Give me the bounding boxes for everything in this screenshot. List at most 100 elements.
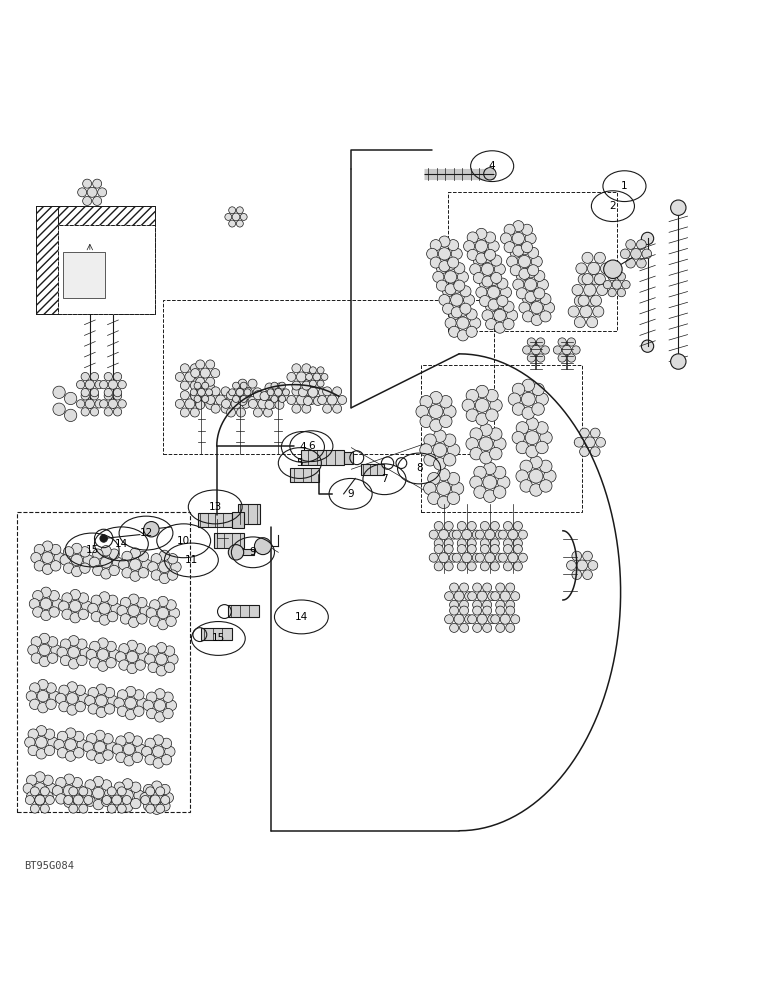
Bar (239, 549, 254, 555)
Circle shape (109, 549, 120, 559)
Circle shape (506, 310, 518, 321)
Circle shape (25, 737, 35, 747)
Circle shape (41, 587, 51, 597)
Circle shape (525, 233, 536, 244)
Circle shape (601, 263, 611, 274)
Circle shape (540, 480, 552, 492)
Circle shape (138, 568, 148, 578)
Circle shape (576, 263, 587, 274)
Circle shape (626, 258, 635, 268)
Circle shape (594, 274, 605, 285)
Circle shape (578, 274, 589, 285)
Circle shape (279, 382, 286, 389)
Circle shape (32, 607, 43, 617)
Circle shape (445, 259, 456, 270)
Circle shape (39, 656, 49, 667)
Circle shape (292, 364, 301, 373)
Circle shape (317, 367, 324, 374)
Circle shape (128, 605, 140, 617)
Circle shape (439, 261, 450, 272)
Circle shape (88, 704, 98, 714)
Circle shape (236, 408, 245, 417)
Circle shape (494, 298, 506, 309)
Circle shape (159, 550, 170, 561)
Circle shape (516, 270, 527, 281)
Circle shape (147, 562, 158, 572)
Circle shape (519, 244, 530, 255)
Circle shape (433, 271, 444, 282)
Circle shape (151, 804, 162, 814)
Circle shape (580, 305, 592, 318)
Circle shape (140, 792, 151, 803)
Circle shape (99, 603, 110, 614)
Circle shape (32, 590, 43, 601)
Circle shape (160, 801, 170, 811)
Circle shape (524, 278, 537, 291)
Circle shape (457, 317, 469, 329)
Circle shape (540, 293, 551, 305)
Circle shape (572, 346, 580, 354)
Circle shape (57, 731, 68, 742)
Text: 15: 15 (212, 633, 225, 643)
Circle shape (35, 795, 45, 805)
Circle shape (253, 408, 262, 417)
Circle shape (64, 797, 74, 807)
Text: 12: 12 (140, 528, 153, 538)
Circle shape (496, 623, 505, 632)
Circle shape (63, 785, 75, 797)
Circle shape (480, 521, 489, 530)
Circle shape (512, 232, 524, 245)
Circle shape (83, 555, 93, 565)
Circle shape (488, 286, 499, 298)
Circle shape (472, 600, 482, 609)
Circle shape (128, 617, 139, 627)
Circle shape (516, 288, 527, 299)
Circle shape (49, 691, 59, 701)
Circle shape (113, 372, 122, 381)
Circle shape (65, 739, 76, 750)
Circle shape (496, 553, 504, 562)
Circle shape (91, 611, 101, 622)
Circle shape (476, 385, 489, 398)
Circle shape (593, 306, 604, 317)
Circle shape (143, 700, 154, 711)
Circle shape (642, 340, 654, 352)
Circle shape (310, 367, 317, 374)
Circle shape (201, 396, 208, 402)
Circle shape (90, 388, 99, 397)
Circle shape (526, 418, 538, 430)
Circle shape (138, 551, 148, 562)
Circle shape (181, 408, 189, 417)
Circle shape (73, 731, 84, 742)
Circle shape (486, 409, 498, 421)
Circle shape (151, 554, 161, 564)
Circle shape (597, 284, 608, 296)
Circle shape (236, 207, 243, 214)
Circle shape (191, 381, 199, 390)
Circle shape (460, 303, 471, 314)
Circle shape (120, 597, 130, 608)
Circle shape (445, 271, 457, 283)
Circle shape (459, 606, 469, 615)
Circle shape (512, 431, 524, 444)
Circle shape (181, 381, 189, 390)
Circle shape (238, 379, 247, 388)
Circle shape (229, 545, 244, 560)
Circle shape (500, 591, 510, 601)
Circle shape (49, 590, 59, 601)
Circle shape (540, 460, 552, 473)
Circle shape (490, 521, 499, 530)
Circle shape (46, 683, 56, 693)
Circle shape (416, 405, 428, 418)
Circle shape (104, 392, 113, 400)
Circle shape (519, 553, 527, 562)
Circle shape (582, 252, 593, 263)
Circle shape (76, 380, 85, 389)
Circle shape (122, 551, 132, 562)
Circle shape (52, 599, 63, 609)
Circle shape (479, 295, 490, 307)
Circle shape (65, 392, 76, 405)
Circle shape (108, 696, 118, 706)
Circle shape (88, 603, 98, 614)
Circle shape (626, 240, 635, 249)
